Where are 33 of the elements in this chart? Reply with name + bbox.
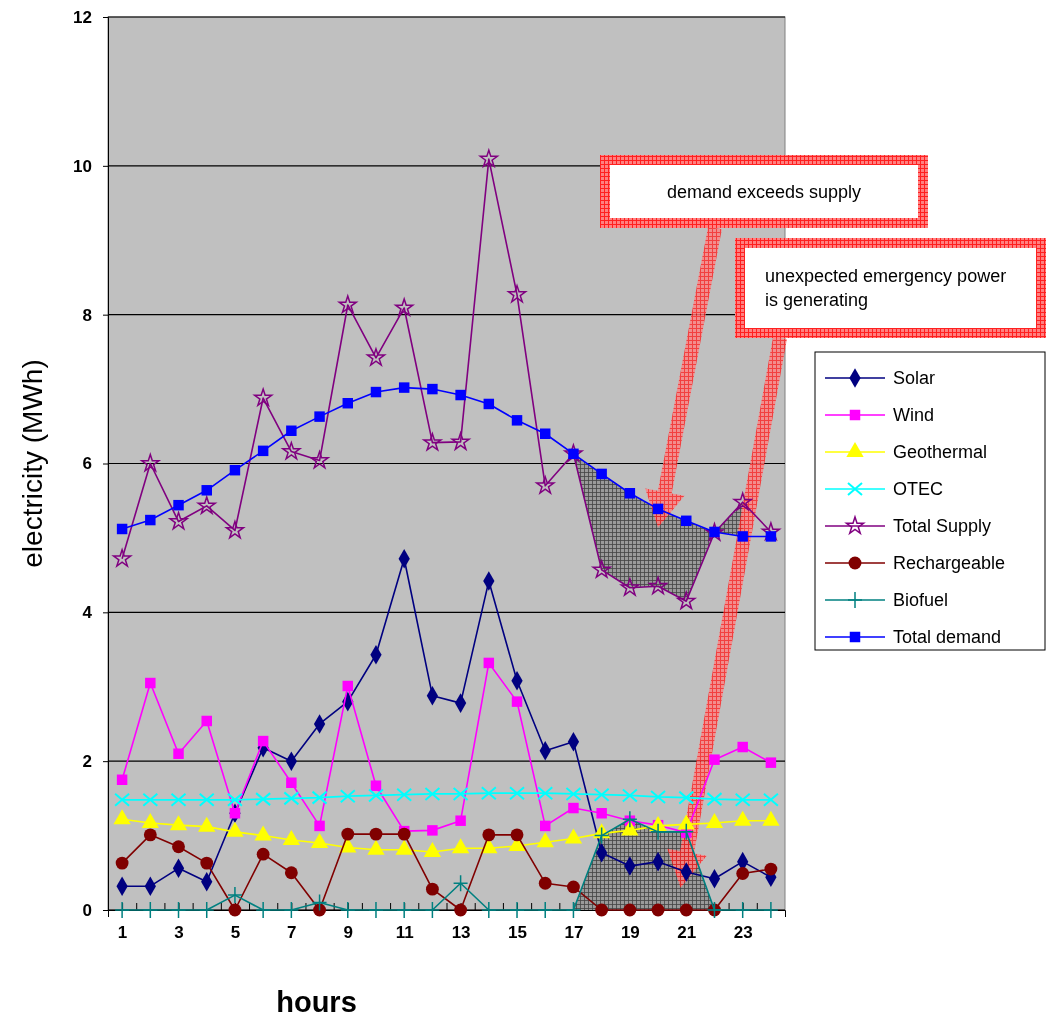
- y-tick-label: 4: [82, 603, 93, 623]
- x-tick-label: 7: [287, 923, 297, 942]
- legend-label: Total Supply: [893, 516, 992, 536]
- y-tick-label: 6: [82, 454, 92, 474]
- legend-label: Solar: [893, 368, 936, 388]
- legend-label: Total demand: [893, 627, 1002, 647]
- legend-label: OTEC: [893, 479, 944, 499]
- y-tick-label: 8: [82, 305, 92, 325]
- x-tick-label: 3: [174, 923, 184, 942]
- x-tick-label: 13: [451, 923, 471, 942]
- x-tick-label: 23: [733, 923, 753, 942]
- y-tick-label: 10: [73, 156, 92, 176]
- annotation: demand exceeds supply: [666, 181, 862, 202]
- x-tick-label: 9: [343, 923, 354, 942]
- y-tick-label: 0: [82, 900, 92, 920]
- x-tick-label: 1: [117, 923, 128, 942]
- x-tick-label: 15: [508, 923, 527, 942]
- x-tick-label: 19: [620, 923, 640, 942]
- callout-box: demand exceeds supply: [600, 155, 928, 228]
- x-tick-label: 21: [677, 923, 697, 942]
- legend-label: Geothermal: [893, 442, 988, 462]
- x-tick-label: 17: [564, 923, 584, 942]
- y-tick-label: 2: [82, 752, 92, 772]
- legend-label: Rechargeable: [893, 553, 1006, 573]
- callout-box: unexpected emergency power is generating: [735, 238, 1046, 338]
- x-tick-label: 5: [230, 923, 241, 942]
- legend-label: Wind: [893, 405, 935, 425]
- annotation: unexpected emergency power is generating: [765, 266, 1007, 310]
- y-axis-title: electricity (MWh): [17, 359, 48, 568]
- y-tick-label: 12: [73, 7, 92, 27]
- legend-label: Biofuel: [893, 590, 949, 610]
- x-tick-label: 11: [395, 923, 414, 942]
- x-axis-title: hours: [276, 986, 357, 1018]
